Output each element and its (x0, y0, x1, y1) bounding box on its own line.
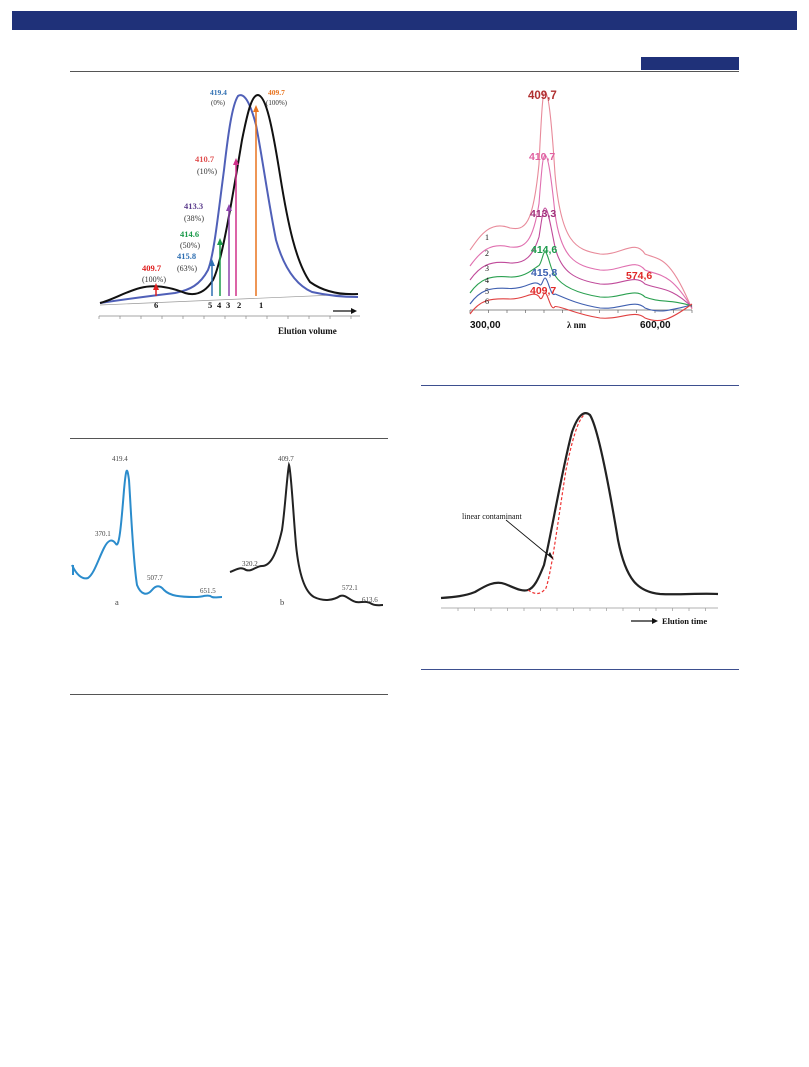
peak-label-413-3: 413.3 (184, 201, 203, 211)
curve-num-5: 5 (485, 287, 489, 296)
rule-right-bottom (421, 669, 739, 670)
a-peak-370-1: 370.1 (95, 530, 111, 538)
x-axis-ticks (457, 608, 706, 611)
rule-left-bottom (70, 694, 388, 695)
figure-spectra-a-b: 419.4 370.1 507.7 651.5 a 409.7 320.2 57… (71, 455, 384, 607)
rule-right-mid (421, 385, 739, 386)
peak-label-413-3: 413,3 (530, 208, 556, 220)
spectrum-curve-1 (469, 91, 693, 310)
linear-contaminant-curve (527, 414, 585, 595)
figure-uv-vis-spectra: 1 2 3 4 5 6 409,7 410,7 413,3 414,6 415,… (469, 90, 693, 331)
x-tick-label-300: 300,00 (470, 320, 501, 331)
elution-curve-blue (99, 94, 359, 304)
peak-pct-419-4: (0%) (211, 99, 226, 107)
spectrum-curve-3 (469, 207, 693, 308)
arrow-3-head (226, 204, 232, 211)
arrow-5-head (209, 259, 215, 266)
peak-label-409-7-bottom: 409,7 (530, 285, 556, 297)
direction-arrow-head (351, 308, 357, 314)
annotation-leader-line (505, 519, 553, 559)
peak-label-419-4: 419.4 (210, 88, 227, 97)
peak-label-415-8: 415.8 (177, 251, 196, 261)
peak-pct-409-7-left: (100%) (142, 275, 166, 284)
peak-label-574-6: 574,6 (626, 270, 652, 282)
x-axis-label-lambda: λ nm (567, 320, 587, 330)
b-peak-613-6: 613.6 (362, 596, 378, 604)
x-axis-ticks (469, 310, 693, 313)
curve-num-1: 1 (485, 233, 489, 242)
peak-label-414-6: 414,6 (531, 244, 557, 256)
a-peak-507-7: 507.7 (147, 574, 163, 582)
arrow-num-6: 6 (154, 300, 158, 310)
arrow-4-head (217, 238, 223, 245)
x-tick-label-600: 600,00 (640, 320, 671, 331)
spectrum-curve-6 (469, 292, 693, 322)
a-peak-651-5: 651.5 (200, 587, 216, 595)
peak-label-409-7-right: 409.7 (268, 88, 285, 97)
spectrum-curve-2 (469, 154, 693, 309)
arrow-num-5: 5 (208, 300, 212, 310)
peak-label-409-7-top: 409,7 (528, 90, 557, 102)
header-bar (12, 11, 797, 30)
x-axis-label-elution-time: Elution time (662, 616, 707, 626)
arrow-num-3: 3 (226, 300, 230, 310)
spectrum-curve-4 (469, 251, 693, 307)
peak-pct-414-6: (50%) (180, 241, 200, 250)
spectrum-b-curve (229, 461, 384, 607)
figure-elution-volume: 1 2 3 4 5 6 419.4 (0%) 409.7 (100%) 410.… (98, 88, 360, 336)
spectra-curves (469, 91, 693, 322)
peak-label-409-7-left: 409.7 (142, 263, 162, 273)
arrow-1-head (253, 105, 259, 112)
peak-pct-409-7-right: (100%) (266, 99, 288, 107)
peak-pct-415-8: (63%) (177, 264, 197, 273)
arrow-6-head (153, 283, 159, 290)
direction-arrow-head (652, 618, 658, 624)
peak-label-410-7: 410.7 (195, 154, 215, 164)
annotation-leader-head (548, 552, 554, 560)
b-peak-572-1: 572.1 (342, 584, 358, 592)
curve-num-3: 3 (485, 264, 489, 273)
b-peak-320-2: 320.2 (242, 560, 258, 568)
arrow-num-1: 1 (259, 300, 263, 310)
figure-elution-time: linear contaminant Elution time (440, 412, 719, 626)
x-axis-ticks (98, 316, 352, 319)
elution-time-curve (440, 412, 719, 600)
arrow-num-4: 4 (217, 300, 222, 310)
panel-label-a: a (115, 597, 119, 607)
spectrum-a-curve (71, 469, 223, 599)
peak-label-415-8: 415,8 (531, 267, 557, 279)
header-rule (70, 71, 739, 72)
rule-left-mid (70, 438, 388, 439)
x-axis-label-elution-volume: Elution volume (278, 326, 337, 336)
peak-label-414-6: 414.6 (180, 229, 199, 239)
baseline (99, 293, 359, 306)
arrow-2-head (233, 158, 239, 165)
elution-curve-black (99, 93, 359, 304)
peak-label-410-7: 410,7 (529, 151, 555, 163)
annotation-linear-contaminant: linear contaminant (462, 512, 523, 521)
peak-pct-413-3: (38%) (184, 214, 204, 223)
curve-num-6: 6 (485, 297, 489, 306)
peak-pct-410-7: (10%) (197, 167, 217, 176)
spectrum-curve-5 (469, 277, 693, 312)
b-peak-409-7: 409.7 (278, 455, 294, 463)
curve-num-4: 4 (485, 276, 489, 285)
panel-label-b: b (280, 597, 284, 607)
curve-num-2: 2 (485, 249, 489, 258)
header-tag (641, 57, 739, 70)
a-peak-419-4: 419.4 (112, 455, 128, 463)
arrow-num-2: 2 (237, 300, 241, 310)
